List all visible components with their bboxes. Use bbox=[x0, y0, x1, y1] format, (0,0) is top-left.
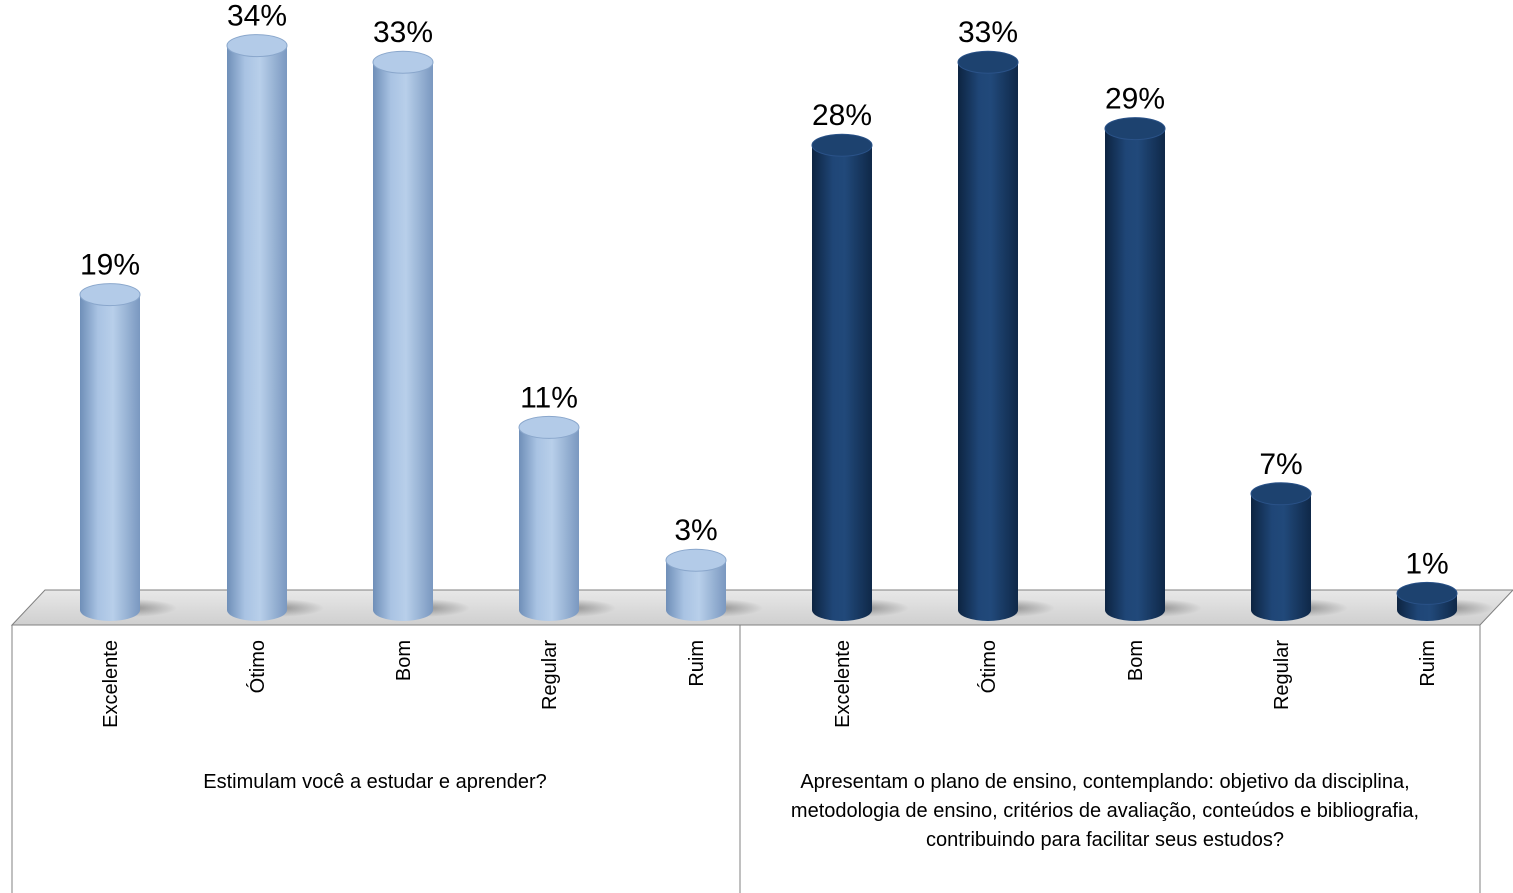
value-label: 11% bbox=[520, 381, 578, 414]
bar-top bbox=[79, 283, 141, 307]
bar-body bbox=[1105, 128, 1165, 621]
bar-top bbox=[226, 34, 288, 58]
category-label: Excelente bbox=[100, 640, 122, 728]
bar-g1-ótimo bbox=[226, 34, 324, 622]
bar-body bbox=[958, 62, 1018, 621]
bar-top bbox=[518, 415, 580, 439]
category-label: Excelente bbox=[832, 640, 854, 728]
bar-g2-ótimo bbox=[957, 50, 1055, 621]
bar-body bbox=[1251, 493, 1311, 621]
bar-top bbox=[372, 50, 434, 74]
value-label: 1% bbox=[1405, 547, 1448, 580]
value-label: 33% bbox=[958, 16, 1018, 49]
value-label: 7% bbox=[1259, 448, 1302, 481]
value-label: 33% bbox=[373, 16, 433, 49]
category-label: Ruim bbox=[686, 640, 708, 687]
bar-g2-bom bbox=[1104, 117, 1202, 621]
bar-g1-regular bbox=[518, 415, 616, 621]
bar-top bbox=[665, 548, 727, 572]
bar-top bbox=[1396, 581, 1458, 605]
category-label: Bom bbox=[1125, 640, 1147, 681]
category-label: Bom bbox=[393, 640, 415, 681]
value-label: 34% bbox=[227, 0, 287, 33]
category-label: Ótimo bbox=[977, 640, 1000, 693]
bar-top bbox=[957, 50, 1019, 74]
category-label: Regular bbox=[539, 640, 561, 710]
category-label: Ruim bbox=[1417, 640, 1439, 687]
group-label-1: Estimulam você a estudar e aprender? bbox=[203, 771, 547, 793]
value-label: 28% bbox=[812, 99, 872, 132]
value-label: 3% bbox=[674, 514, 717, 547]
category-label: Regular bbox=[1271, 640, 1293, 710]
value-label: 19% bbox=[80, 249, 140, 282]
bar-g2-regular bbox=[1250, 482, 1348, 621]
bar-top bbox=[1250, 482, 1312, 506]
bar-body bbox=[666, 560, 726, 621]
bar-top bbox=[1104, 117, 1166, 141]
bar-body bbox=[812, 145, 872, 621]
bar-g1-ruim bbox=[665, 548, 763, 621]
bar-body bbox=[227, 45, 287, 622]
bar-g2-excelente bbox=[811, 133, 909, 621]
bar-top bbox=[811, 133, 873, 157]
bar-body bbox=[519, 427, 579, 621]
bar-body bbox=[373, 62, 433, 621]
bar-g1-excelente bbox=[79, 283, 177, 621]
bar-g2-ruim bbox=[1396, 581, 1494, 621]
category-label: Ótimo bbox=[246, 640, 269, 693]
bar-body bbox=[80, 294, 140, 621]
value-label: 29% bbox=[1105, 83, 1165, 116]
bar-g1-bom bbox=[372, 50, 470, 621]
group-label-2: Apresentam o plano de ensino, contemplan… bbox=[790, 771, 1420, 851]
